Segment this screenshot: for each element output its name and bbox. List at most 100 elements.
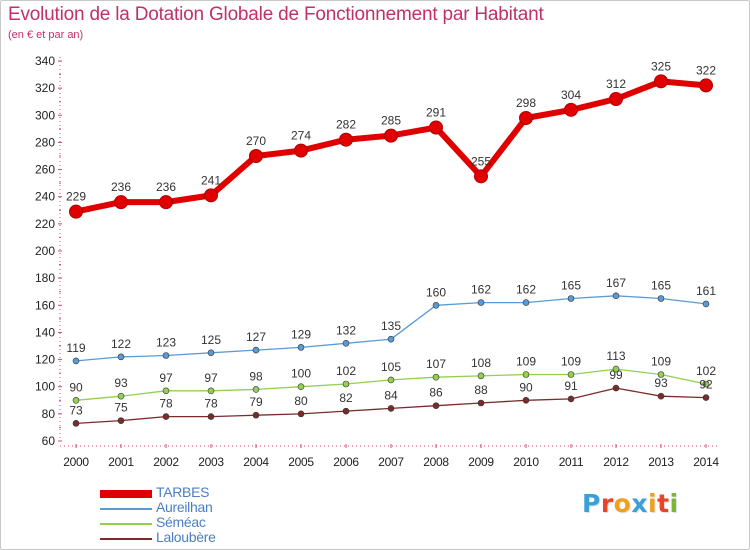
data-label: 285 [381, 114, 401, 128]
data-label: 236 [156, 180, 176, 194]
data-label: 122 [111, 337, 131, 351]
data-label: 107 [426, 357, 446, 371]
data-point [432, 301, 440, 309]
x-tick-label: 2005 [288, 455, 314, 469]
data-label: 73 [69, 403, 83, 417]
x-tick-label: 2006 [333, 455, 359, 469]
data-label: 113 [606, 349, 625, 363]
data-point [72, 420, 80, 427]
data-label: 322 [696, 63, 716, 77]
x-tick-label: 2000 [63, 455, 89, 469]
chart-axes: 60 80 100 120 140 160 180 200 220 240 260 280 300 320… [35, 54, 720, 469]
data-label: 304 [561, 88, 581, 102]
data-label: 165 [651, 279, 671, 293]
x-tick-label: 2013 [648, 455, 674, 469]
data-point [522, 299, 530, 306]
data-label: 92 [699, 378, 713, 392]
data-label: 86 [429, 386, 443, 400]
data-label: 109 [516, 355, 536, 369]
chart-subtitle: (en € et par an) [8, 29, 84, 41]
data-label: 127 [246, 330, 266, 344]
logo-letter: r [600, 489, 614, 518]
y-tick-label: 280 [35, 135, 55, 149]
x-tick-label: 2002 [153, 455, 179, 469]
data-point [657, 295, 665, 302]
logo-letter: i [669, 489, 679, 518]
legend-label: Laloubère [156, 529, 216, 545]
data-point [609, 92, 623, 106]
data-label: 108 [471, 356, 491, 370]
data-point [702, 394, 710, 401]
data-label: 102 [696, 364, 716, 378]
data-label: 161 [696, 284, 716, 298]
data-point [567, 295, 575, 302]
y-tick-label: 300 [35, 108, 55, 122]
data-label: 312 [606, 77, 626, 91]
x-tick-label: 2012 [603, 455, 629, 469]
data-label: 90 [519, 380, 533, 394]
data-point [297, 410, 305, 418]
data-point [252, 346, 260, 354]
data-point [432, 402, 440, 410]
y-tick-label: 200 [35, 244, 55, 258]
data-point [117, 353, 125, 361]
proxiti-logo: Proxiti [582, 489, 679, 518]
data-point [339, 132, 353, 147]
data-point [207, 349, 215, 357]
legend-swatch [100, 490, 152, 498]
data-point [297, 344, 305, 351]
data-point [252, 411, 260, 419]
y-tick-label: 260 [35, 163, 55, 177]
data-point [342, 380, 350, 388]
data-point [612, 292, 620, 300]
y-tick-label: 160 [35, 298, 55, 312]
logo-letter: i [648, 489, 658, 518]
data-label: 229 [66, 190, 86, 204]
data-point [207, 387, 215, 395]
data-label: 99 [609, 368, 623, 382]
x-tick-label: 2004 [243, 455, 269, 469]
data-point [702, 380, 710, 388]
y-tick-label: 140 [35, 325, 55, 339]
data-label: 135 [381, 319, 401, 333]
data-point [69, 204, 83, 219]
x-tick-label: 2014 [693, 455, 719, 469]
data-label: 241 [201, 173, 221, 187]
data-label: 291 [426, 106, 446, 120]
data-point [522, 371, 530, 378]
data-label: 82 [339, 391, 353, 405]
y-tick-label: 220 [35, 217, 55, 231]
data-label: 129 [291, 327, 311, 341]
data-point [249, 149, 263, 163]
data-point [117, 392, 125, 400]
x-tick-label: 2009 [468, 455, 494, 469]
legend-swatch [100, 523, 152, 525]
legend-label: Séméac [156, 514, 206, 530]
y-tick-label: 340 [35, 54, 55, 68]
data-label: 109 [561, 355, 581, 369]
data-labels-layer: 73 75 78 78 79 80 82 84 86 88 90 91 99 93 92 90 93 97 97 98… [66, 59, 716, 417]
data-point [162, 352, 170, 359]
x-tick-label: 2008 [423, 455, 449, 469]
y-tick-label: 60 [42, 434, 56, 448]
data-label: 98 [249, 369, 263, 383]
data-label: 132 [336, 323, 356, 337]
data-label: 160 [426, 285, 446, 299]
data-point [207, 413, 215, 420]
data-point [429, 120, 443, 135]
data-point [477, 299, 485, 306]
data-label: 125 [201, 333, 221, 347]
data-label: 88 [474, 383, 488, 397]
x-tick-label: 2010 [513, 455, 539, 469]
data-label: 165 [561, 279, 581, 293]
data-label: 325 [651, 59, 671, 73]
data-point [477, 372, 485, 380]
x-tick-label: 2007 [378, 455, 404, 469]
data-label: 93 [654, 376, 668, 390]
data-point [519, 111, 533, 125]
data-point [387, 335, 395, 343]
y-tick-label: 80 [42, 407, 56, 421]
data-label: 274 [291, 129, 311, 143]
y-tick-label: 120 [35, 353, 55, 367]
